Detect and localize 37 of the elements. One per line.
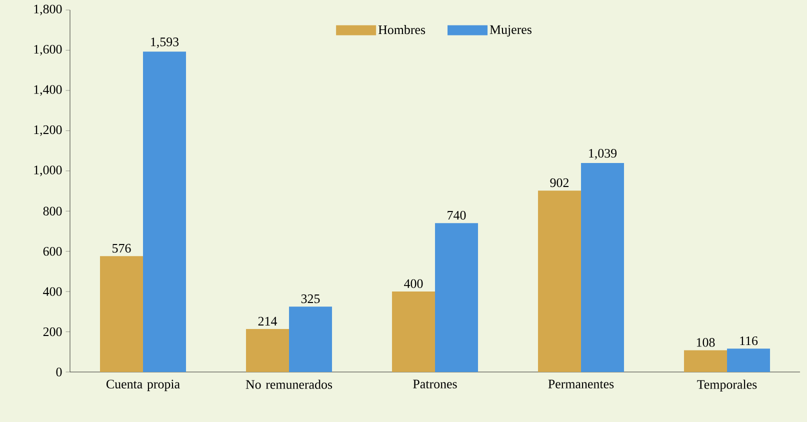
y-tick-label: 200	[43, 327, 62, 336]
y-tick-label: 800	[43, 206, 62, 216]
x-tick-label: Patrones	[413, 380, 457, 388]
y-tick-label: 400	[43, 287, 62, 296]
y-tick-label: 1,400	[34, 85, 62, 96]
bar	[100, 256, 144, 372]
legend-label: Hombres	[378, 25, 426, 34]
y-tick-label: 1,800	[34, 4, 62, 16]
data-label: 902	[550, 178, 569, 188]
bar	[727, 348, 770, 372]
legend-label: Mujeres	[490, 25, 532, 37]
bar	[246, 328, 290, 372]
data-label: 576	[112, 244, 131, 253]
data-label: 116	[740, 336, 758, 346]
bar	[289, 306, 332, 372]
x-tick-label: Permanentes	[548, 380, 614, 388]
x-tick-label: No remunerados	[246, 380, 332, 389]
y-tick-label: 1,000	[34, 166, 62, 176]
bar	[538, 190, 582, 372]
bar	[143, 52, 186, 372]
y-tick-label: 1,200	[34, 125, 62, 136]
data-label: 1,039	[589, 148, 617, 160]
x-tick-label: Cuenta propia	[106, 380, 180, 392]
y-tick-label: 600	[43, 246, 62, 256]
bar	[435, 223, 478, 372]
bar	[684, 350, 728, 372]
data-label: 325	[301, 294, 320, 304]
y-tick-label: 1,600	[34, 44, 62, 56]
data-label: 740	[448, 210, 466, 220]
data-label: 1,593	[151, 38, 179, 48]
data-label: 400	[404, 279, 423, 288]
bar	[392, 292, 436, 372]
data-label: 214	[258, 316, 278, 326]
y-tick-label: 0	[56, 368, 62, 376]
x-tick-label: Temporales	[697, 380, 757, 392]
bar	[581, 163, 624, 372]
data-label: 108	[696, 338, 715, 347]
